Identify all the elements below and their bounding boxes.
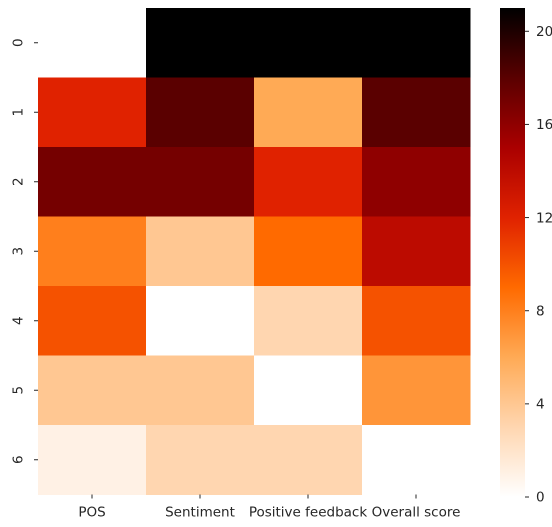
y-tick-label: 5 <box>11 386 27 395</box>
heatmap-cell <box>38 355 147 426</box>
heatmap-cell <box>362 355 471 426</box>
heatmap-cell <box>362 216 471 287</box>
heatmap-cell <box>254 355 363 426</box>
heatmap-cell <box>146 8 255 78</box>
heatmap-cell <box>38 425 147 495</box>
heatmap-cell <box>38 147 147 217</box>
y-tick-label: 1 <box>11 108 27 117</box>
heatmap-cell <box>254 425 363 495</box>
heatmap-cell <box>146 286 255 356</box>
colorbar-tick-label: 0 <box>536 490 545 506</box>
x-tick-label: Positive feedback <box>249 505 368 521</box>
colorbar-tick-label: 20 <box>536 24 552 40</box>
heatmap-cell <box>362 286 471 356</box>
heatmap-cell <box>362 425 471 495</box>
x-axis-ticks: POS Sentiment Positive feedback Overall sco… <box>78 494 461 521</box>
colorbar-ticks: 0 4 8 12 16 20 <box>525 24 552 506</box>
heatmap-cell <box>254 216 363 287</box>
y-tick-label: 0 <box>11 38 27 47</box>
colorbar-tick-label: 12 <box>536 210 552 226</box>
heatmap-cells <box>38 8 471 495</box>
colorbar-tick-label: 16 <box>536 117 552 133</box>
heatmap-cell <box>362 147 471 217</box>
heatmap-cell <box>254 77 363 148</box>
y-tick-label: 3 <box>11 247 27 256</box>
y-tick-label: 4 <box>11 316 27 325</box>
heatmap-cell <box>362 77 471 148</box>
heatmap-cell <box>38 77 147 148</box>
heatmap-cell <box>254 286 363 356</box>
colorbar-tick-label: 8 <box>536 303 545 319</box>
y-tick-label: 2 <box>11 177 27 186</box>
heatmap-cell <box>146 147 255 217</box>
colorbar-tick-label: 4 <box>536 397 545 413</box>
heatmap-cell <box>38 216 147 287</box>
heatmap-cell <box>146 355 255 426</box>
x-tick-label: POS <box>78 505 105 521</box>
y-axis-ticks: 0 1 2 3 4 5 6 <box>11 38 38 464</box>
x-tick-label: Sentiment <box>165 505 235 521</box>
heatmap-cell <box>146 77 255 148</box>
heatmap-cell <box>38 8 147 78</box>
heatmap-cell <box>254 147 363 217</box>
y-tick-label: 6 <box>11 455 27 464</box>
heatmap-cell <box>146 216 255 287</box>
heatmap-cell <box>254 8 363 78</box>
heatmap-cell <box>362 8 471 78</box>
heatmap-cell <box>38 286 147 356</box>
colorbar <box>500 8 525 497</box>
heatmap-cell <box>146 425 255 495</box>
x-tick-label: Overall score <box>372 505 461 521</box>
